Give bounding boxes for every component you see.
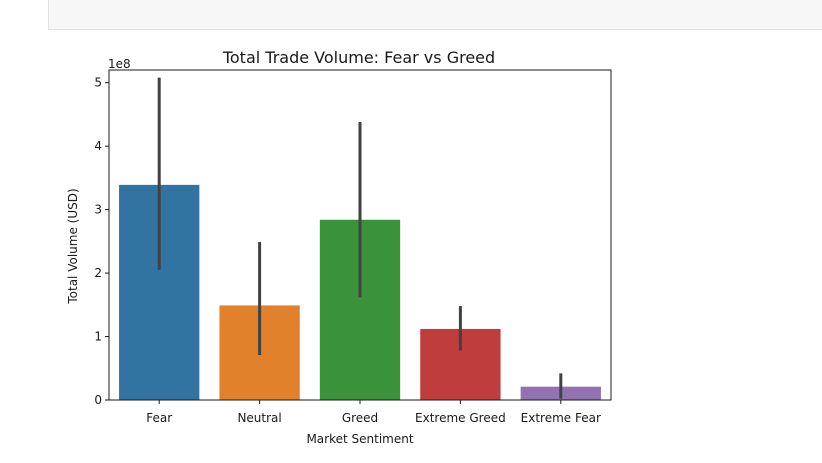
x-tick-label-3: Extreme Greed [415, 411, 506, 425]
y-tick-label-2: 2 [94, 266, 102, 280]
y-tick-label-5: 5 [94, 76, 102, 90]
x-tick-label-4: Extreme Fear [521, 411, 601, 425]
plot-area: Fear Neutral Greed Extreme Greed Extreme Fea… [94, 69, 612, 425]
x-axis-label: Market Sentiment [306, 432, 413, 446]
y-axis-offset-label: 1e8 [108, 57, 131, 71]
x-tick-label-0: Fear [146, 411, 172, 425]
output-header-bar [48, 0, 822, 30]
y-tick-label-0: 0 [94, 393, 102, 407]
y-axis-label: Total Volume (USD) [66, 188, 80, 304]
x-tick-label-1: Neutral [237, 411, 281, 425]
chart-title: Total Trade Volume: Fear vs Greed [222, 48, 495, 67]
x-tick-label-2: Greed [342, 411, 378, 425]
y-tick-label-4: 4 [94, 139, 102, 153]
y-tick-label-3: 3 [94, 203, 102, 217]
y-tick-label-1: 1 [94, 330, 102, 344]
plot-frame [108, 69, 612, 401]
